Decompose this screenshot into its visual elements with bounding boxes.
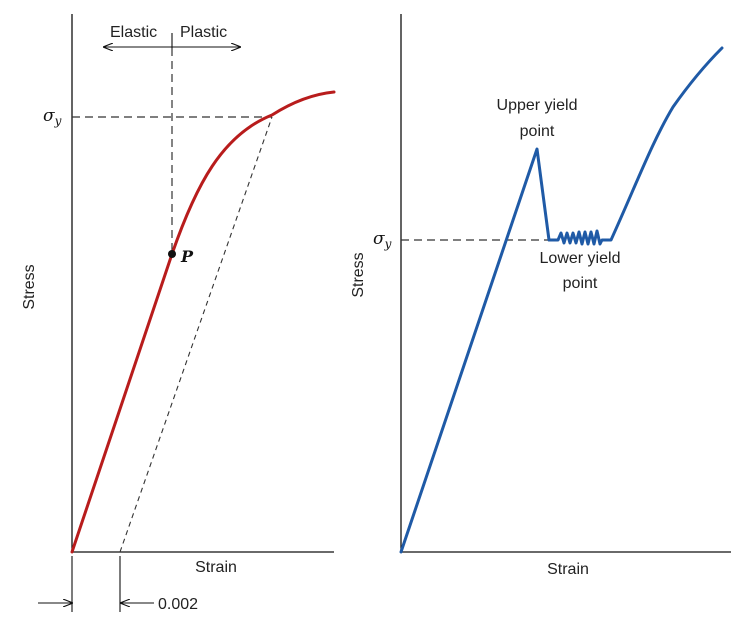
offset-line	[119, 116, 273, 553]
plastic-label: Plastic	[180, 24, 227, 41]
left-stress-strain-curve	[70, 90, 336, 554]
lower-yield-label-line2: point	[563, 275, 598, 292]
point-p-marker	[168, 250, 176, 258]
right-x-axis-label: Strain	[547, 561, 589, 578]
upper-yield-label-line2: point	[520, 123, 555, 140]
left-diagram: Elastic Plastic σy P Stress Strain 0.002	[21, 14, 336, 613]
right-diagram: σy Upper yield point Lower yield point S…	[350, 14, 731, 578]
left-x-axis-label: Strain	[195, 559, 237, 576]
right-stress-strain-curve	[399, 46, 724, 554]
left-y-axis-label: Stress	[21, 264, 38, 309]
point-p-label: P	[180, 247, 194, 266]
right-y-axis-label: Stress	[350, 252, 367, 297]
elastic-label: Elastic	[110, 24, 157, 41]
upper-yield-label-line1: Upper yield	[497, 97, 578, 114]
right-sigma-y-label: σy	[373, 229, 392, 251]
left-sigma-y-label: σy	[43, 106, 62, 128]
offset-value-label: 0.002	[158, 596, 198, 613]
lower-yield-label-line1: Lower yield	[540, 250, 621, 267]
